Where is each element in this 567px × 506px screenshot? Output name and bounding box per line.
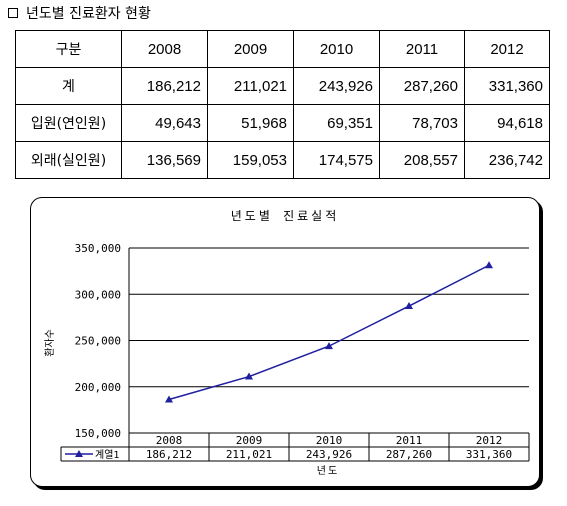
header-cell: 2012 [464, 30, 550, 68]
table-cell: 78,703 [379, 104, 465, 142]
data-point [485, 261, 493, 269]
x-tick-label: 2008 [156, 434, 183, 447]
x-axis-title: 년도 [317, 465, 339, 477]
table-row: 외래(실인원) 136,569 159,053 174,575 208,557 … [15, 141, 550, 179]
header-cell: 2010 [293, 30, 380, 68]
x-tick-label: 2012 [476, 434, 503, 447]
row-label: 계 [15, 67, 122, 105]
table-row: 계 186,212 211,021 243,926 287,260 331,36… [15, 67, 550, 105]
data-point [165, 395, 173, 403]
data-table-value: 331,360 [466, 448, 512, 461]
header-cell: 구분 [15, 30, 122, 68]
patient-stats-table: 구분 2008 2009 2010 2011 2012 계 186,212 21… [15, 30, 550, 179]
section-heading: 년도별 진료환자 현황 [8, 2, 151, 24]
table-header-row: 구분 2008 2009 2010 2011 2012 [15, 30, 550, 68]
row-label: 입원(연인원) [15, 104, 122, 142]
table-cell: 94,618 [464, 104, 550, 142]
line-chart: 년도별 진료실적 환자수 년도 150,000 200,000 250,000 300… [44, 209, 530, 477]
table-cell: 51,968 [207, 104, 294, 142]
data-table-value: 287,260 [386, 448, 432, 461]
y-tick-label: 250,000 [75, 335, 121, 348]
table-cell: 208,557 [379, 141, 465, 179]
chart-title: 년도별 진료실적 [231, 209, 340, 223]
data-table-value: 186,212 [146, 448, 192, 461]
legend-marker [75, 450, 83, 457]
x-tick-label: 2009 [236, 434, 263, 447]
table-cell: 159,053 [207, 141, 294, 179]
y-tick-label: 350,000 [75, 242, 121, 255]
data-point [245, 372, 253, 380]
y-tick-label: 200,000 [75, 381, 121, 394]
legend-label: 계열1 [95, 449, 119, 461]
x-tick-label: 2010 [316, 434, 343, 447]
table-cell: 186,212 [121, 67, 208, 105]
table-cell: 136,569 [121, 141, 208, 179]
header-cell: 2011 [379, 30, 465, 68]
header-cell: 2009 [207, 30, 294, 68]
data-table-value: 211,021 [226, 448, 272, 461]
table-cell: 287,260 [379, 67, 465, 105]
chart-frame: 년도별 진료실적 환자수 년도 150,000 200,000 250,000 300… [30, 197, 540, 487]
y-axis-title: 환자수 [44, 329, 56, 357]
heading-text: 년도별 진료환자 현황 [26, 6, 151, 22]
table-cell: 331,360 [464, 67, 550, 105]
header-cell: 2008 [121, 30, 208, 68]
series-line [168, 264, 490, 401]
checkbox-square-icon [8, 8, 18, 18]
data-table-value: 243,926 [306, 448, 352, 461]
y-tick-label: 300,000 [75, 288, 121, 301]
table-row: 입원(연인원) 49,643 51,968 69,351 78,703 94,6… [15, 104, 550, 142]
table-cell: 174,575 [293, 141, 380, 179]
data-point [325, 342, 333, 350]
x-tick-label: 2011 [396, 434, 423, 447]
table-cell: 243,926 [293, 67, 380, 105]
table-cell: 49,643 [121, 104, 208, 142]
table-cell: 236,742 [464, 141, 550, 179]
table-cell: 211,021 [207, 67, 294, 105]
row-label: 외래(실인원) [15, 141, 122, 179]
table-cell: 69,351 [293, 104, 380, 142]
data-point [405, 302, 413, 310]
y-tick-label: 150,000 [75, 427, 121, 440]
